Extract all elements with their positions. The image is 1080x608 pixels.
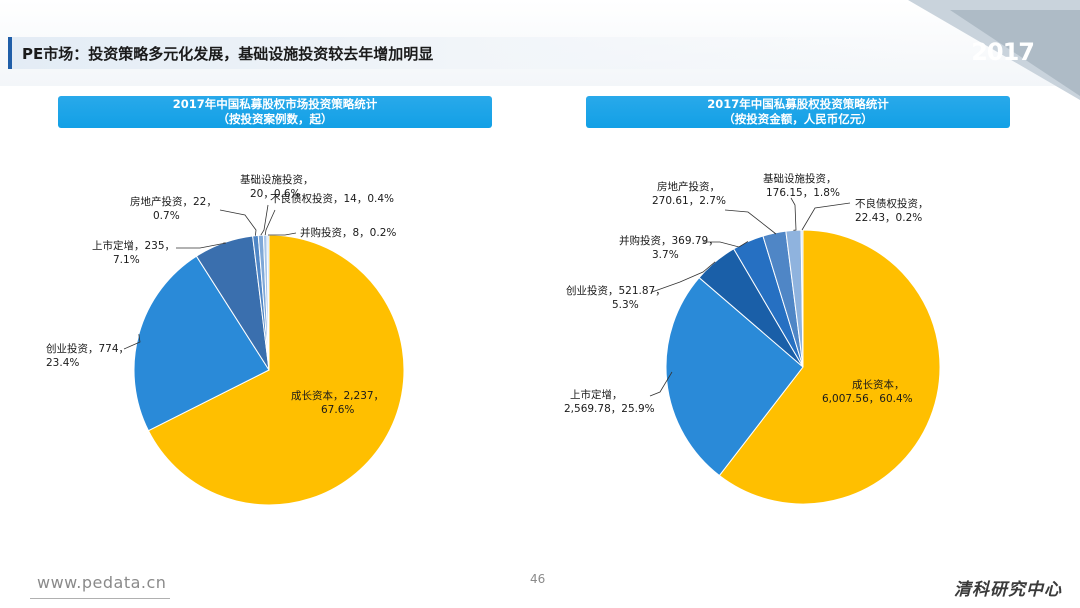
- data-label: 上市定增，235， 7.1%: [92, 239, 175, 266]
- footer-divider: [30, 598, 170, 599]
- data-label: 基础设施投资， 176.15，1.8%: [763, 172, 840, 199]
- right-chart-title: 2017年中国私募股权投资策略统计: [707, 97, 889, 111]
- leader-line: [724, 209, 777, 235]
- right-chart-header: 2017年中国私募股权投资策略统计 （按投资金额，人民币亿元）: [586, 96, 1010, 128]
- data-label-line: 成长资本，: [852, 378, 905, 391]
- leader-line: [703, 241, 749, 248]
- data-label-line: 并购投资，369.79，: [619, 234, 719, 247]
- footer-url: www.pedata.cn: [37, 573, 167, 592]
- data-label: 上市定增， 2,569.78，25.9%: [564, 388, 655, 415]
- data-label-line: 7.1%: [113, 254, 140, 266]
- leader-line: [219, 209, 257, 236]
- data-label-line: 基础设施投资，: [763, 172, 837, 185]
- leader-line: [268, 232, 297, 236]
- pie-slice: [718, 229, 941, 505]
- leader-line: [260, 204, 269, 236]
- data-label: 成长资本，2,237， 67.6%: [291, 389, 384, 416]
- data-label-line: 房地产投资，: [657, 180, 720, 193]
- data-label-line: 20，0.6%: [250, 188, 301, 200]
- data-label-line: 成长资本，2,237，: [291, 389, 384, 402]
- corner-decoration: [908, 0, 1080, 100]
- right-pie-chart: 成长资本， 6,007.56，60.4% 上市定增， 2,569.78，25.9% 创业…: [564, 172, 941, 505]
- data-label-line: 3.7%: [652, 249, 679, 261]
- data-label-line: 6,007.56，60.4%: [822, 393, 913, 405]
- leader-line: [123, 334, 141, 350]
- data-label-line: 上市定增，235，: [92, 239, 175, 252]
- left-chart-subtitle: （按投资案例数，起）: [217, 112, 333, 126]
- data-label: 房地产投资，22， 0.7%: [130, 195, 217, 222]
- data-label: 基础设施投资， 20，0.6%: [240, 173, 314, 200]
- data-label-line: 不良债权投资，14，0.4%: [270, 192, 394, 205]
- data-label-line: 创业投资，521.87，: [566, 284, 666, 297]
- pie-slice: [147, 234, 405, 506]
- leader-line: [264, 209, 276, 236]
- data-label-line: 不良债权投资，: [855, 197, 929, 210]
- page-number: 46: [530, 572, 546, 586]
- leader-line: [649, 371, 673, 397]
- left-chart-title: 2017年中国私募股权市场投资策略统计: [172, 97, 378, 111]
- data-label-line: 23.4%: [46, 357, 79, 369]
- data-label: 不良债权投资， 22.43，0.2%: [855, 197, 929, 224]
- data-label: 创业投资，774， 23.4%: [46, 342, 129, 369]
- data-label-line: 5.3%: [612, 299, 639, 311]
- data-label-line: 上市定增，: [570, 388, 623, 401]
- data-label-line: 67.6%: [321, 404, 354, 416]
- data-label: 房地产投资， 270.61，2.7%: [652, 180, 726, 207]
- brand-logo: 清科研究中心: [954, 580, 1062, 600]
- data-label: 并购投资，369.79， 3.7%: [619, 234, 719, 261]
- data-label-line: 基础设施投资，: [240, 173, 314, 186]
- year-badge: 2017: [971, 38, 1035, 66]
- leader-line: [790, 197, 797, 231]
- corner-shape-dark: [950, 10, 1080, 96]
- leader-line: [176, 242, 227, 249]
- data-label: 不良债权投资，14，0.4%: [270, 192, 394, 205]
- data-label-line: 22.43，0.2%: [855, 212, 922, 224]
- data-label-line: 270.61，2.7%: [652, 195, 726, 207]
- data-label: 成长资本， 6,007.56，60.4%: [822, 378, 913, 405]
- data-label-line: 0.7%: [153, 210, 180, 222]
- right-chart-subtitle: （按投资金额，人民币亿元）: [723, 112, 873, 126]
- data-label-line: 176.15，1.8%: [766, 187, 840, 199]
- left-pie-chart: 成长资本，2,237， 67.6% 创业投资，774， 23.4% 上市定增，235， 7…: [46, 173, 405, 506]
- data-label: 创业投资，521.87， 5.3%: [566, 284, 666, 311]
- data-label-line: 创业投资，774，: [46, 342, 129, 355]
- left-chart-header: 2017年中国私募股权市场投资策略统计 （按投资案例数，起）: [58, 96, 492, 128]
- data-label-line: 房地产投资，22，: [130, 195, 217, 208]
- leader-line: [651, 261, 716, 293]
- data-label: 并购投资，8，0.2%: [300, 226, 396, 239]
- leader-line: [801, 202, 851, 231]
- data-label-line: 并购投资，8，0.2%: [300, 226, 396, 239]
- data-label-line: 2,569.78，25.9%: [564, 403, 655, 415]
- slide-title: PE市场：投资策略多元化发展，基础设施投资较去年增加明显: [8, 37, 908, 69]
